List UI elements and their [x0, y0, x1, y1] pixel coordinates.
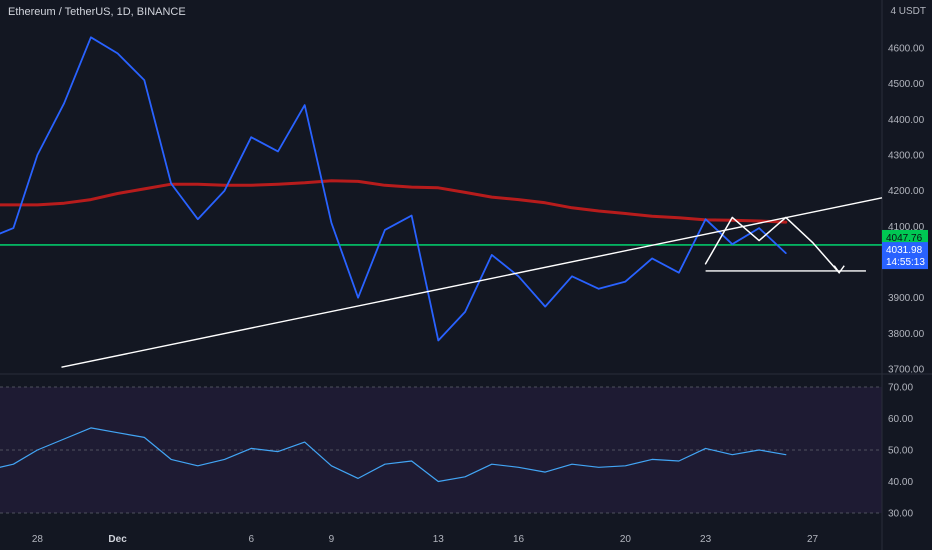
chart-marks: 4600.00 4500.00 4400.00 4300.00 4200.00 4100.… [0, 36, 928, 545]
price-unit-label: 4 USDT [890, 6, 926, 17]
time-axis-tick: 28 [32, 534, 44, 545]
level-price-label: 4047.76 [886, 233, 923, 244]
time-axis-tick: 9 [329, 534, 335, 545]
current-price-label-bg [882, 242, 928, 270]
time-axis-tick: 27 [807, 534, 819, 545]
price-axis-tick: 4400.00 [888, 115, 925, 126]
time-axis-tick: 20 [620, 534, 632, 545]
rsi-axis-tick: 70.00 [888, 383, 913, 394]
price-axis-tick: 4200.00 [888, 186, 925, 197]
current-price-label: 4031.98 [886, 245, 923, 256]
rsi-axis-tick: 60.00 [888, 414, 913, 425]
price-axis-tick: 3700.00 [888, 365, 925, 376]
price-axis-tick: 3800.00 [888, 329, 925, 340]
level-price-label-bg [882, 229, 928, 244]
price-axis-tick: 3900.00 [888, 293, 925, 304]
price-axis-tick: 4500.00 [888, 79, 925, 90]
countdown-label: 14:55:13 [886, 257, 925, 268]
rsi-axis-tick: 30.00 [888, 509, 913, 520]
price-axis-tick: 4300.00 [888, 151, 925, 162]
price-axis-tick: 4100.00 [888, 222, 925, 233]
price-axis-tick: 4600.00 [888, 44, 925, 55]
time-axis-tick: 23 [700, 534, 712, 545]
pattern-zigzag [704, 216, 840, 274]
time-axis-tick: 6 [248, 534, 254, 545]
pattern-arrow-head [833, 265, 845, 274]
chart-title: Ethereum / TetherUS, 1D, BINANCE [8, 6, 186, 18]
time-axis-tick: 16 [513, 534, 525, 545]
trendline [61, 197, 883, 368]
rsi-axis-tick: 40.00 [888, 477, 913, 488]
moving-average-line [0, 179, 788, 224]
rsi-line [0, 427, 787, 483]
price-line [0, 36, 787, 342]
rsi-axis-tick: 50.00 [888, 446, 913, 457]
time-axis-tick: 13 [433, 534, 445, 545]
time-axis-tick: Dec [108, 534, 127, 545]
